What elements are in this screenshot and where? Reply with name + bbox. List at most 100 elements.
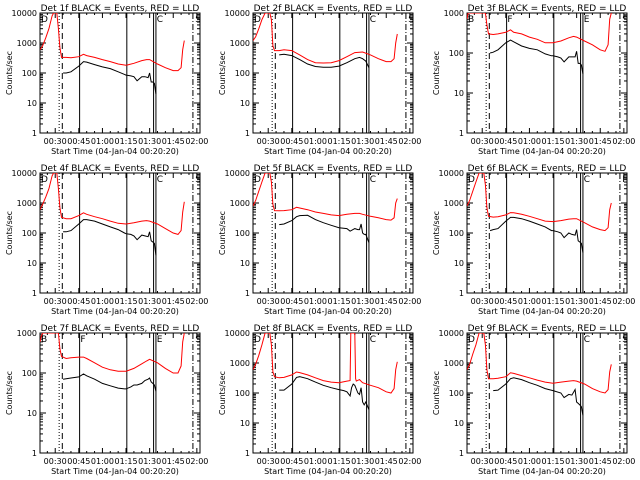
series-lld-line — [467, 173, 612, 232]
series-lld-line — [253, 333, 398, 394]
panel-det-8f: Det 8f BLACK = Events, RED = LLD 1 10 100 10… — [218, 324, 421, 476]
panel-det-6f: Det 6f BLACK = Events, RED = LLD 1 10 100 10… — [432, 164, 635, 316]
attenuator-marker: S — [408, 335, 414, 345]
y-tick-label: 10 — [27, 99, 37, 108]
x-tick-label: 01:00 — [304, 297, 327, 306]
attenuator-marker: B — [41, 335, 47, 345]
attenuator-marker: B — [468, 15, 474, 25]
x-axis-label: Start Time (04-Jan-04 00:20:20) — [478, 307, 606, 316]
x-tick-label: 01:30 — [565, 137, 588, 146]
y-tick-label: 1 — [245, 129, 250, 138]
x-tick-label: 00:45 — [280, 457, 303, 466]
x-axis-label: Start Time (04-Jan-04 00:20:20) — [51, 147, 179, 156]
panel-title: Det 7f BLACK = Events, RED = LLD — [41, 324, 200, 334]
y-tick-label: 10 — [454, 259, 464, 268]
attenuator-marker: C — [370, 15, 376, 25]
y-tick-label: 1000 — [17, 329, 37, 338]
x-tick-label: 02:00 — [185, 457, 208, 466]
attenuator-marker: D — [468, 175, 475, 185]
y-tick-label: 10000 — [439, 169, 464, 178]
series-lld-line — [253, 13, 398, 64]
attenuator-marker: F — [80, 335, 85, 345]
panel-title: Det 2f BLACK = Events, RED = LLD — [254, 4, 413, 14]
panel-det-9f: Det 9f BLACK = Events, RED = LLD 1 10 100 10… — [432, 324, 635, 476]
x-tick-label: 01:45 — [589, 457, 612, 466]
panel-det-5f: Det 5f BLACK = Events, RED = LLD 1 10 100 10… — [218, 164, 421, 316]
x-tick-label: 01:15 — [328, 297, 351, 306]
series-lld-line — [40, 173, 185, 235]
x-tick-label: 01:15 — [328, 137, 351, 146]
x-tick-label: 01:30 — [351, 297, 374, 306]
attenuator-marker: C — [370, 175, 376, 185]
y-tick-label: 1000 — [230, 199, 250, 208]
x-axis-label: Start Time (04-Jan-04 00:20:20) — [51, 307, 179, 316]
x-axis-label: Start Time (04-Jan-04 00:20:20) — [478, 147, 606, 156]
y-tick-label: 10 — [240, 259, 250, 268]
x-axis-label: Start Time (04-Jan-04 00:20:20) — [264, 467, 392, 476]
attenuator-marker: D — [41, 15, 48, 25]
x-tick-label: 01:15 — [115, 297, 138, 306]
panel-title: Det 9f BLACK = Events, RED = LLD — [468, 324, 627, 334]
y-tick-label: 1000 — [230, 359, 250, 368]
x-tick-label: 01:15 — [542, 297, 565, 306]
attenuator-marker: C — [370, 335, 376, 345]
x-tick-label: 01:30 — [351, 137, 374, 146]
x-tick-label: 01:00 — [518, 457, 541, 466]
series-events-line — [493, 377, 584, 416]
y-tick-label: 1000 — [444, 9, 464, 18]
y-tick-label: 1000 — [17, 199, 37, 208]
x-tick-label: 00:30 — [257, 137, 280, 146]
x-tick-label: 00:45 — [67, 297, 90, 306]
panel-det-7f: Det 7f BLACK = Events, RED = LLD 1 10 100 10… — [5, 324, 208, 476]
series-events-line — [279, 53, 370, 68]
x-tick-label: 01:45 — [589, 297, 612, 306]
x-tick-label: 01:45 — [162, 297, 185, 306]
y-axis-label: Counts/sec — [432, 371, 441, 415]
x-tick-label: 02:00 — [612, 297, 635, 306]
attenuator-marker: F — [622, 175, 627, 185]
series-lld-line — [253, 173, 398, 221]
y-tick-label: 10000 — [12, 169, 37, 178]
y-tick-label: 1 — [32, 129, 37, 138]
y-tick-label: 10 — [240, 419, 250, 428]
x-tick-label: 02:00 — [612, 137, 635, 146]
series-events-line — [63, 219, 157, 256]
x-tick-label: 01:15 — [542, 137, 565, 146]
y-tick-label: 10 — [27, 409, 37, 418]
attenuator-marker: D — [254, 15, 261, 25]
panel-det-3f: Det 3f BLACK = Events, RED = LLD 1 10 100 10… — [432, 4, 635, 156]
y-axis-label: Counts/sec — [432, 211, 441, 255]
y-tick-label: 1 — [459, 289, 464, 298]
y-tick-label: 10 — [240, 99, 250, 108]
x-tick-label: 02:00 — [185, 137, 208, 146]
y-tick-label: 100 — [235, 69, 250, 78]
x-tick-label: 01:00 — [91, 457, 114, 466]
attenuator-marker: S — [622, 335, 628, 345]
x-axis-label: Start Time (04-Jan-04 00:20:20) — [264, 147, 392, 156]
y-tick-label: 100 — [235, 229, 250, 238]
x-tick-label: 01:00 — [518, 297, 541, 306]
y-tick-label: 1 — [32, 289, 37, 298]
x-tick-label: 01:00 — [91, 297, 114, 306]
y-tick-label: 10000 — [225, 329, 250, 338]
x-tick-label: 01:00 — [304, 137, 327, 146]
x-tick-label: 01:30 — [138, 137, 161, 146]
series-events-line — [489, 216, 584, 253]
attenuator-marker: D — [468, 335, 475, 345]
attenuator-marker: E — [157, 335, 163, 345]
x-tick-label: 00:30 — [44, 457, 67, 466]
y-tick-label: 100 — [22, 69, 37, 78]
x-tick-label: 02:00 — [398, 137, 421, 146]
x-tick-label: 01:45 — [589, 137, 612, 146]
y-tick-label: 10000 — [225, 9, 250, 18]
x-tick-label: 00:45 — [494, 137, 517, 146]
x-tick-label: 02:00 — [398, 297, 421, 306]
y-tick-label: 10 — [454, 89, 464, 98]
panel-title: Det 5f BLACK = Events, RED = LLD — [254, 164, 413, 174]
attenuator-marker: D — [254, 175, 261, 185]
attenuator-marker: C — [157, 175, 163, 185]
attenuator-marker: C — [584, 175, 590, 185]
x-tick-label: 00:45 — [280, 137, 303, 146]
attenuator-marker: C — [157, 15, 163, 25]
